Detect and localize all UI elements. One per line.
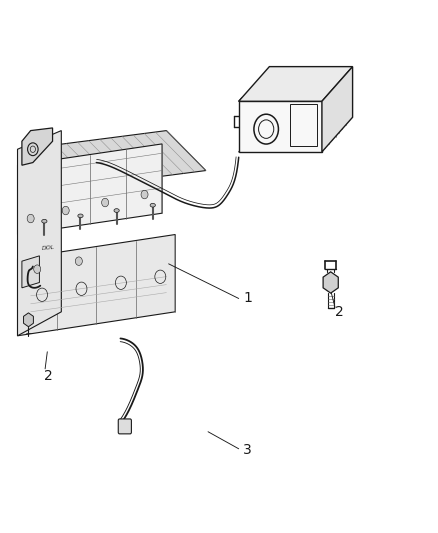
- Polygon shape: [18, 131, 61, 336]
- Ellipse shape: [42, 219, 47, 223]
- Polygon shape: [22, 131, 206, 189]
- Text: 1: 1: [243, 292, 252, 305]
- Circle shape: [34, 265, 41, 273]
- Bar: [290, 104, 317, 146]
- Circle shape: [102, 198, 109, 207]
- Polygon shape: [24, 313, 33, 327]
- Polygon shape: [18, 144, 162, 235]
- Polygon shape: [322, 67, 353, 152]
- Ellipse shape: [114, 208, 119, 212]
- Polygon shape: [22, 256, 39, 288]
- Text: 3: 3: [243, 443, 252, 457]
- Polygon shape: [18, 235, 175, 336]
- Text: 2: 2: [335, 305, 344, 319]
- Polygon shape: [323, 272, 338, 293]
- Polygon shape: [239, 101, 322, 152]
- Circle shape: [75, 257, 82, 265]
- Circle shape: [62, 206, 69, 215]
- Polygon shape: [239, 67, 353, 101]
- Circle shape: [27, 214, 34, 223]
- Text: DOL: DOL: [42, 245, 55, 251]
- Ellipse shape: [150, 203, 155, 207]
- Ellipse shape: [78, 214, 83, 217]
- Circle shape: [141, 190, 148, 199]
- Text: 2: 2: [44, 369, 53, 383]
- Polygon shape: [22, 128, 53, 165]
- FancyBboxPatch shape: [118, 419, 131, 434]
